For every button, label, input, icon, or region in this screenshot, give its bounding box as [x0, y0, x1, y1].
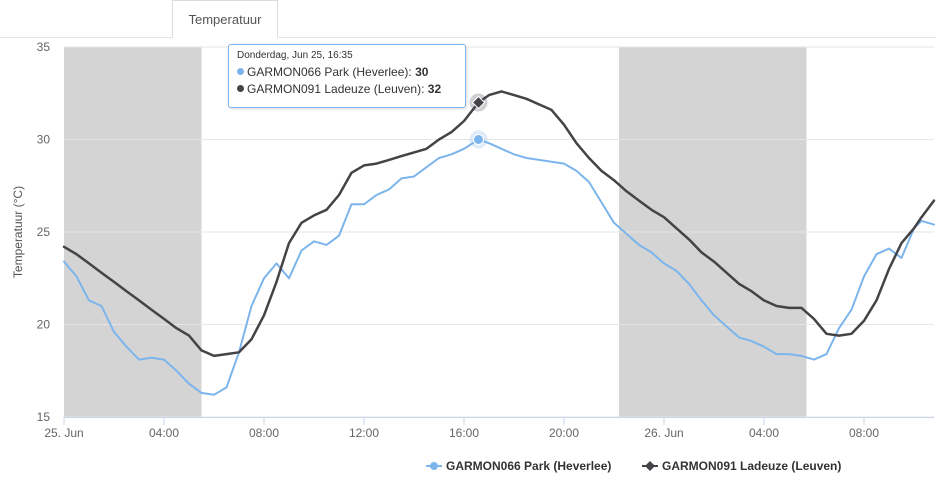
highlight-point-0[interactable]: [473, 134, 484, 145]
tooltip-name-heverlee: GARMON066 Park (Heverlee): [247, 65, 409, 79]
tooltip-dot-heverlee: [237, 68, 244, 76]
tooltip-dot-leuven: [237, 85, 244, 93]
legend-label: GARMON066 Park (Heverlee): [446, 459, 611, 473]
tooltip-name-leuven: GARMON091 Ladeuze (Leuven): [247, 82, 422, 96]
y-tick-label: 15: [37, 410, 51, 424]
x-tick-label: 12:00: [349, 426, 379, 440]
series-lines: [62, 90, 936, 396]
tooltip-row-heverlee: GARMON066 Park (Heverlee): 30: [237, 64, 457, 81]
x-tick-label: 20:00: [549, 426, 579, 440]
y-tick-label: 20: [37, 318, 51, 332]
legend-item-0[interactable]: GARMON066 Park (Heverlee): [426, 459, 611, 473]
x-tick-label: 16:00: [449, 426, 479, 440]
x-tick-label: 25. Jun: [44, 426, 83, 440]
y-tick-label: 30: [37, 133, 51, 147]
tab-temperatuur[interactable]: Temperatuur: [172, 0, 278, 38]
y-tick-label: 25: [37, 225, 51, 239]
y-tick-label: 35: [37, 40, 51, 54]
tooltip-value-heverlee: 30: [415, 65, 429, 79]
legend-item-1[interactable]: GARMON091 Ladeuze (Leuven): [642, 459, 841, 473]
x-tick-label: 04:00: [749, 426, 779, 440]
highlight-markers: [469, 93, 488, 149]
legend-symbol-marker: [430, 462, 438, 470]
x-tick-label: 04:00: [149, 426, 179, 440]
tooltip-value-leuven: 32: [427, 82, 442, 96]
tooltip-row-leuven: GARMON091 Ladeuze (Leuven): 32: [237, 81, 457, 98]
series-line-1: [62, 90, 936, 358]
tab-bar: Temperatuur: [0, 0, 936, 38]
tooltip: Donderdag, Jun 25, 16:35 GARMON066 Park …: [228, 44, 466, 108]
legend[interactable]: GARMON066 Park (Heverlee) GARMON091 Ladeu…: [426, 459, 841, 473]
tooltip-header: Donderdag, Jun 25, 16:35: [237, 50, 353, 61]
highlight-point-1[interactable]: [471, 95, 486, 110]
x-tick-label: 08:00: [249, 426, 279, 440]
legend-label: GARMON091 Ladeuze (Leuven): [662, 459, 841, 473]
series-line-0: [63, 138, 935, 396]
legend-symbol-marker: [645, 461, 655, 471]
x-axis: 25. Jun 04:00 08:00 12:00 16:00 20:00 26. Jun 0…: [44, 417, 934, 440]
y-axis-labels: 15 20 25 30 35: [37, 40, 51, 424]
x-tick-label: 26. Jun: [644, 426, 683, 440]
x-tick-label: 08:00: [849, 426, 879, 440]
y-axis-title: Temperatuur (°C): [11, 186, 25, 278]
